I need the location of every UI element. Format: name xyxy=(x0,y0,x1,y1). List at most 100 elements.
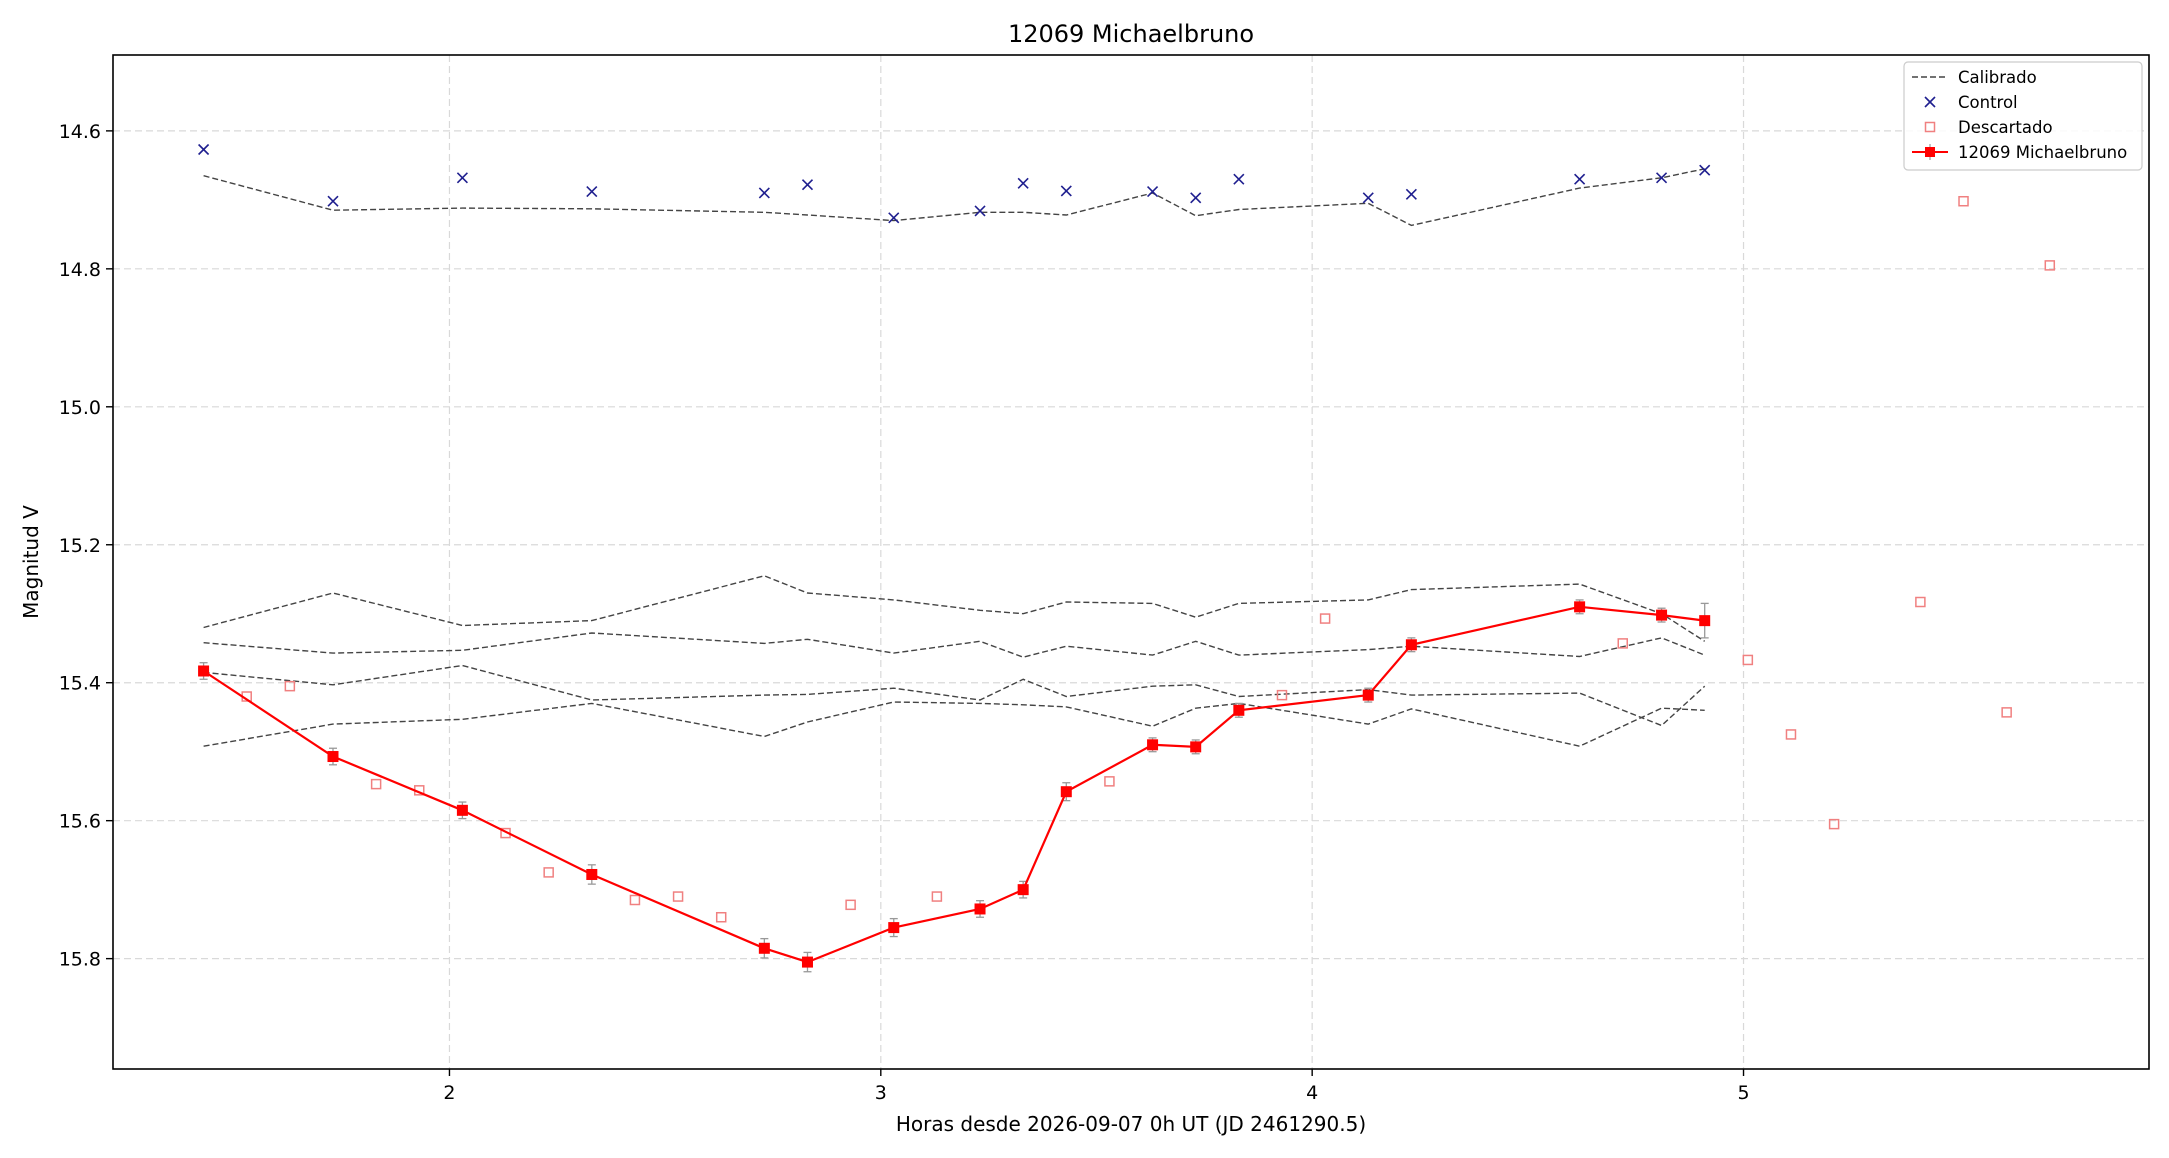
target-point xyxy=(1362,689,1374,701)
control-marker-stroke xyxy=(1017,177,1029,189)
discarded-point xyxy=(370,778,382,790)
target-point xyxy=(456,804,468,816)
target-point xyxy=(327,751,339,763)
control-marker-stroke xyxy=(888,212,900,224)
y-tick-label: 14.8 xyxy=(59,259,101,281)
discarded-point xyxy=(715,911,727,923)
control-marker-stroke xyxy=(327,195,339,207)
plot-frame xyxy=(112,54,2150,1070)
control-marker-stroke xyxy=(1147,186,1159,198)
control-point xyxy=(1656,172,1668,184)
control-point xyxy=(888,212,900,224)
control-marker-stroke xyxy=(1362,192,1374,204)
target-point xyxy=(1017,884,1029,896)
target-point xyxy=(1060,786,1072,798)
x-tick-label: 5 xyxy=(1737,1082,1749,1104)
discarded-point xyxy=(931,891,943,902)
target-point xyxy=(1574,601,1586,613)
control-point xyxy=(1699,164,1711,176)
control-marker-stroke xyxy=(1574,173,1586,185)
y-tick-label: 15.8 xyxy=(59,949,101,971)
legend-control-label: Control xyxy=(1958,93,2018,112)
control-marker-stroke xyxy=(456,172,468,184)
y-tick-label: 15.4 xyxy=(59,673,101,695)
control-marker-stroke xyxy=(1699,164,1711,176)
control-point xyxy=(1405,188,1417,200)
discarded-point xyxy=(1915,596,1926,608)
series-layer xyxy=(198,143,2056,973)
discarded-point xyxy=(1319,613,1331,624)
discarded-point xyxy=(672,891,684,902)
target-point xyxy=(1699,615,1711,627)
discarded-point xyxy=(1617,638,1628,649)
control-marker-stroke xyxy=(758,187,770,199)
target-point xyxy=(586,868,598,880)
control-point xyxy=(1147,186,1159,198)
target-point xyxy=(1656,609,1668,621)
control-point xyxy=(1233,173,1245,185)
x-tick-label: 2 xyxy=(443,1082,455,1104)
target-point xyxy=(1147,739,1159,751)
control-point xyxy=(1574,173,1586,185)
discarded-point xyxy=(629,894,641,906)
discarded-point xyxy=(284,680,296,692)
control-point xyxy=(1190,192,1202,204)
legend-target-label: 12069 Michaelbruno xyxy=(1958,143,2127,162)
discarded-point xyxy=(845,899,856,911)
calibrated-line xyxy=(203,701,1705,747)
y-axis-label: Magnitud V xyxy=(19,505,43,619)
target-point xyxy=(801,956,813,968)
y-tick-label: 15.6 xyxy=(59,811,101,833)
control-point xyxy=(974,205,986,217)
discarded-point xyxy=(2001,707,2012,718)
discarded-point xyxy=(1828,818,1840,830)
control-point xyxy=(198,143,210,156)
legend-target-swatch xyxy=(1912,144,1948,160)
control-point xyxy=(1017,177,1029,189)
x-axis-label: Horas desde 2026-09-07 0h UT (JD 2461290… xyxy=(896,1112,1366,1136)
target-point xyxy=(758,942,770,954)
control-marker-stroke xyxy=(1233,173,1245,185)
discarded-point xyxy=(1276,689,1288,701)
target-point xyxy=(198,665,210,677)
legend: Calibrado Control Descartado 12069 Micha… xyxy=(1903,61,2143,171)
calibrated-line xyxy=(203,575,1706,642)
target-point xyxy=(1233,704,1245,716)
legend-control-swatch xyxy=(1924,96,1936,108)
axis-ticks: 2 3 4 5 14.6 14.8 15.0 15.2 15.4 15.6 15.8 xyxy=(59,121,1750,1104)
control-marker-stroke xyxy=(801,179,814,191)
y-tick-label: 14.6 xyxy=(59,121,101,143)
legend-discarded-swatch xyxy=(1924,121,1936,133)
control-point xyxy=(801,179,814,191)
target-point xyxy=(1190,741,1202,753)
control-point xyxy=(456,172,468,184)
discarded-point xyxy=(1785,729,1797,740)
target-point xyxy=(974,903,986,915)
grid-lines xyxy=(113,55,2149,1069)
control-point xyxy=(1060,185,1072,197)
discarded-point xyxy=(1958,195,1969,207)
control-point xyxy=(1362,192,1374,204)
discarded-point xyxy=(1104,776,1115,787)
discarded-point xyxy=(2044,260,2056,271)
control-marker-stroke xyxy=(586,186,598,198)
y-tick-label: 15.2 xyxy=(59,535,101,557)
target-point xyxy=(888,922,900,934)
legend-box xyxy=(1903,61,2143,171)
discarded-point xyxy=(1742,654,1754,666)
legend-calibrated-label: Calibrado xyxy=(1958,68,2037,87)
control-point xyxy=(758,187,770,199)
x-tick-label: 3 xyxy=(875,1082,887,1104)
calibrated-line xyxy=(203,632,1705,658)
control-marker-stroke xyxy=(1405,188,1417,200)
control-marker-stroke xyxy=(1060,185,1072,197)
control-point xyxy=(327,195,339,207)
x-tick-label: 4 xyxy=(1306,1082,1318,1104)
calibrated-line xyxy=(203,664,1706,727)
control-point xyxy=(586,186,598,198)
y-tick-label: 15.0 xyxy=(59,397,101,419)
target-point xyxy=(1405,639,1417,651)
control-marker-stroke xyxy=(1656,172,1668,184)
